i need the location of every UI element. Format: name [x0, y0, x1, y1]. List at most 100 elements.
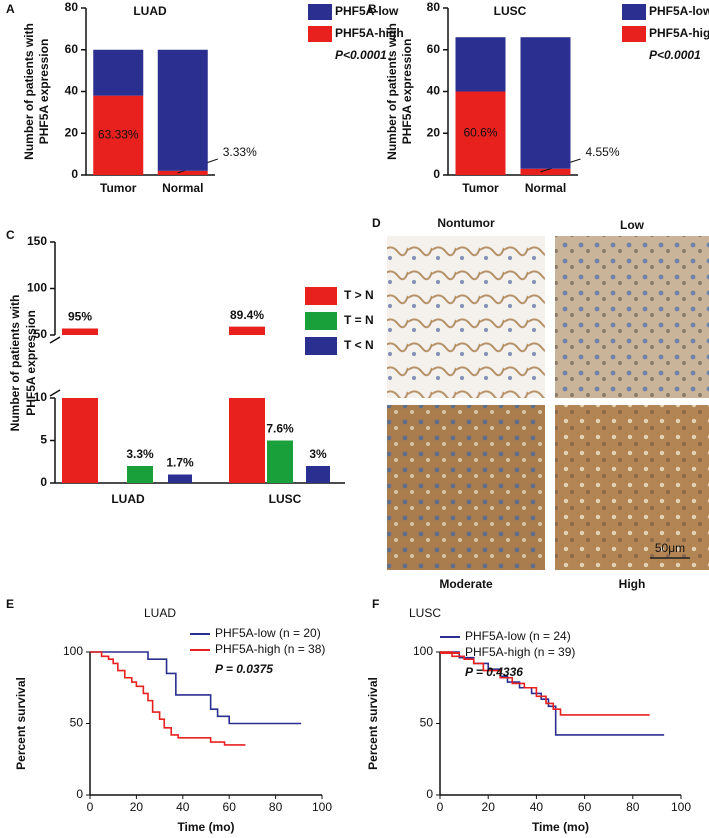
x-tick-label: 20 [482, 800, 496, 814]
y-tick-label: 50 [70, 716, 84, 730]
legend-swatch [308, 26, 332, 42]
chart-title: LUSC [494, 4, 527, 18]
x-tick-label: 20 [130, 800, 144, 814]
y-tick-label: 100 [63, 644, 83, 658]
bar [267, 440, 293, 483]
legend-swatch [622, 26, 646, 42]
bar [168, 474, 192, 483]
bar-annotation: 60.6% [463, 125, 497, 139]
micrograph [387, 236, 545, 398]
y-tick-label: 0 [433, 167, 440, 181]
y-tick-label: 0 [71, 167, 78, 181]
y-axis-label: Number of patients with [22, 23, 36, 160]
y-tick-label: 5 [40, 433, 47, 447]
x-tick-label: 80 [626, 800, 640, 814]
p-value: P = 0.4336 [465, 665, 523, 679]
micrograph [387, 405, 545, 570]
panel-label: F [372, 597, 379, 611]
y-axis-label: Number of patients with [8, 295, 22, 432]
legend-label: PHF5A-high [335, 26, 404, 40]
y-tick-label: 100 [27, 281, 47, 295]
bar-annotation: 1.7% [166, 456, 194, 470]
image-label: Nontumor [437, 216, 495, 230]
axis-break [49, 336, 61, 344]
y-tick-label: 50 [34, 327, 48, 341]
p-value: P = 0.0375 [215, 662, 273, 676]
bar-segment [93, 49, 144, 96]
y-tick-label: 50 [420, 716, 434, 730]
panel-label: E [6, 597, 14, 611]
axis-break [49, 389, 61, 397]
x-axis-label: Time (mo) [177, 820, 234, 834]
x-tick-label: 0 [437, 800, 444, 814]
bar-annotation: 3% [309, 447, 327, 461]
legend-label: PHF5A-high (n = 38) [215, 642, 325, 656]
x-axis-label: Time (mo) [532, 820, 589, 834]
x-tick-label: LUAD [111, 492, 145, 506]
y-axis-label: PHF5A expression [400, 39, 414, 145]
chart-title: LUSC [409, 606, 441, 620]
y-tick-label: 0 [76, 787, 83, 801]
legend-swatch [305, 337, 337, 355]
y-tick-label: 80 [65, 0, 79, 14]
bar-annotation: 89.4% [230, 308, 264, 322]
x-tick-label: 40 [176, 800, 190, 814]
y-tick-label: 80 [427, 0, 441, 14]
micrograph [555, 236, 709, 398]
bar-segment [455, 91, 506, 175]
y-axis-label: Percent survival [14, 677, 28, 770]
x-tick-label: 0 [87, 800, 94, 814]
y-tick-label: 40 [65, 84, 79, 98]
y-axis-label: Percent survival [366, 677, 380, 770]
image-label: Moderate [439, 577, 493, 591]
bar-segment [157, 170, 208, 175]
legend-label: PHF5A-low (n = 24) [465, 629, 571, 643]
y-tick-label: 0 [426, 787, 433, 801]
micrograph [555, 405, 709, 570]
y-tick-label: 0 [40, 475, 47, 489]
bar [306, 466, 330, 483]
legend-label: PHF5A-low (n = 20) [215, 626, 321, 640]
y-tick-label: 60 [65, 42, 79, 56]
bar-segment [520, 37, 571, 169]
bar [229, 398, 265, 483]
legend-label: T < N [344, 338, 374, 352]
panel-label: C [6, 228, 15, 242]
legend-label: PHF5A-low [335, 4, 399, 18]
y-tick-label: 150 [27, 234, 47, 248]
bar-segment [455, 37, 506, 92]
survival-curve [90, 651, 302, 725]
bar [127, 466, 153, 483]
y-axis-label: PHF5A expression [24, 310, 38, 416]
survival-curve [90, 651, 246, 746]
bar-annotation: 63.33% [98, 128, 139, 142]
bar-segment [93, 95, 144, 175]
image-label: Low [620, 218, 645, 232]
bar-annotation: 7.6% [266, 422, 294, 436]
bar [62, 398, 98, 483]
y-tick-label: 10 [34, 390, 48, 404]
bar-segment [157, 49, 208, 171]
panel-label: B [368, 2, 377, 16]
y-axis-label: PHF5A expression [37, 39, 51, 145]
bar-annotation: 3.3% [126, 447, 154, 461]
x-tick-label: Normal [525, 181, 566, 195]
y-tick-label: 20 [65, 125, 79, 139]
legend-label: PHF5A-high (n = 39) [465, 645, 575, 659]
image-label: High [619, 577, 646, 591]
scale-bar-label: 50μm [655, 541, 685, 555]
x-tick-label: 100 [671, 800, 691, 814]
bar-segment [520, 168, 571, 175]
legend-swatch [305, 312, 337, 330]
bar-annotation: 4.55% [586, 145, 620, 159]
bar-annotation: 95% [68, 310, 92, 324]
chart-title: LUAD [144, 606, 176, 620]
legend-label: T = N [344, 313, 374, 327]
legend-label: PHF5A-high [649, 26, 709, 40]
x-tick-label: Normal [162, 181, 203, 195]
bar [229, 326, 265, 335]
x-tick-label: 60 [223, 800, 237, 814]
x-tick-label: 80 [269, 800, 283, 814]
chart-title: LUAD [133, 4, 167, 18]
